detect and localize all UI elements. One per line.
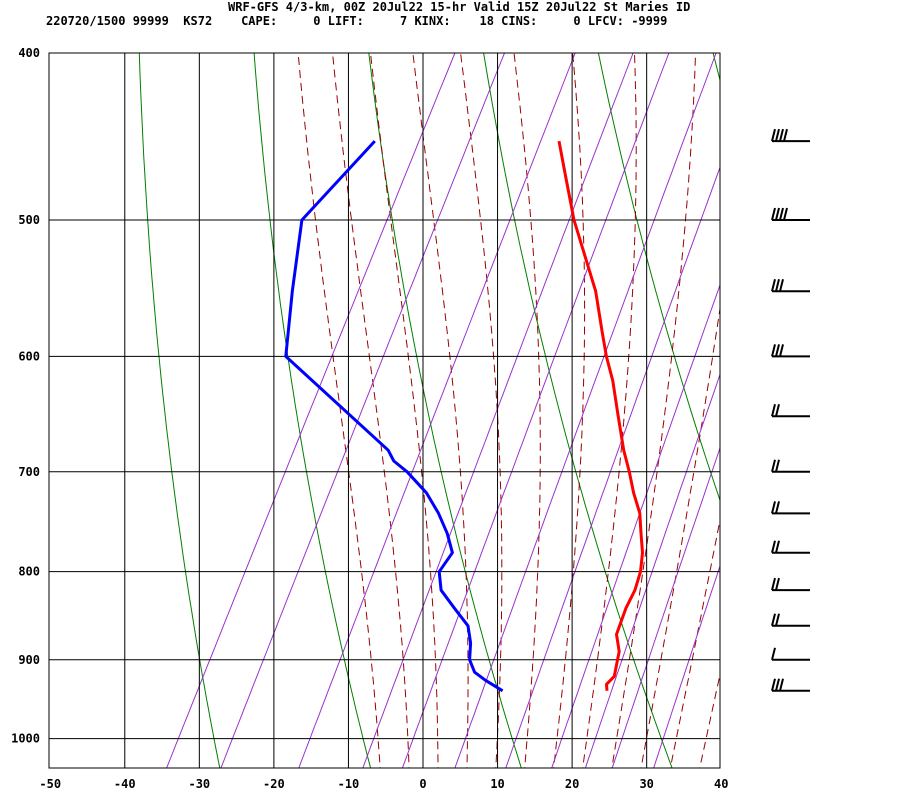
wind-barb-flag: [771, 279, 776, 292]
pressure-tick-label: 1000: [11, 732, 40, 746]
temperature-tick-label: 40: [714, 777, 728, 791]
wind-barb: [771, 279, 810, 293]
wind-barb-flag: [779, 678, 784, 691]
wind-barb-flag: [783, 128, 788, 142]
temperature-tick-label: -10: [338, 777, 360, 791]
temperature-tick-label: 20: [565, 777, 579, 791]
wind-barb: [771, 207, 810, 221]
temperature-tick-label: -20: [263, 777, 285, 791]
wind-barbs: [771, 128, 810, 692]
temperature-tick-label: 30: [639, 777, 653, 791]
plot-frame: [48, 52, 721, 769]
wind-barb-flag: [775, 128, 780, 142]
chart-stats: 220720/1500 99999 KS72 CAPE: 0 LIFT: 7 K…: [46, 14, 668, 28]
dry-adiabat: [712, 53, 720, 82]
temperature-tick-label: -30: [188, 777, 210, 791]
pressure-labels: 400 500 600 700 800 900 1000: [11, 46, 40, 746]
moist-adiabat: [553, 53, 586, 768]
moist-adiabat: [297, 53, 381, 768]
moist-adiabat: [332, 53, 410, 768]
wind-barb: [771, 647, 810, 661]
wind-barb-flag: [771, 613, 776, 627]
pressure-tick-label: 900: [18, 653, 40, 667]
pressure-tick-label: 800: [18, 565, 40, 579]
mixing-ratio-line: [505, 165, 720, 768]
moist-adiabat: [582, 53, 637, 768]
temperature-tick-label: 10: [490, 777, 504, 791]
wind-barb-flag: [779, 279, 784, 292]
wind-barb-flag: [771, 678, 776, 691]
wind-barb-flag: [775, 501, 780, 514]
dry-adiabat: [597, 53, 720, 502]
moist-adiabat: [460, 53, 503, 768]
moist-adiabat: [699, 672, 720, 768]
wind-barb-flag: [771, 647, 776, 661]
mixing-ratio-line: [166, 53, 456, 768]
wind-barb-flag: [779, 344, 784, 357]
mixing-ratio-line: [551, 283, 720, 768]
pressure-tick-label: 500: [18, 213, 40, 227]
isotherm-grid: [49, 52, 720, 768]
wind-barb: [771, 501, 810, 515]
sounding-line: [284, 140, 504, 693]
wind-barb-flag: [775, 344, 780, 357]
pressure-tick-label: 600: [18, 349, 40, 363]
sounding-line: [557, 140, 644, 691]
wind-barb: [771, 128, 810, 143]
wind-barb-flag: [775, 404, 780, 417]
wind-barb: [771, 459, 810, 473]
wind-barb-flag: [771, 501, 776, 514]
moist-adiabat: [669, 517, 720, 768]
moist-adiabat: [640, 305, 720, 768]
dry-adiabat: [822, 34, 900, 775]
temperature-tick-label: 0: [419, 777, 426, 791]
dry-adiabat: [483, 53, 673, 768]
wind-barb: [771, 540, 810, 554]
wind-barb-flag: [779, 207, 784, 221]
temperature-tick-label: -50: [39, 777, 61, 791]
moist-adiabat: [370, 53, 439, 768]
wind-barb-flag: [771, 540, 776, 553]
wind-barb-flag: [775, 207, 780, 221]
wind-barb-flag: [775, 540, 780, 553]
wind-barb-flag: [775, 577, 780, 591]
wind-barb-flag: [775, 279, 780, 292]
wind-barb: [771, 344, 810, 358]
temperature-labels: -50 -40 -30 -20 -10 0 10 20 30 40: [39, 777, 728, 791]
wind-barb: [771, 613, 810, 627]
temperature-tick-label: -40: [114, 777, 136, 791]
moist-adiabat: [611, 53, 697, 768]
mixing-ratio-line: [584, 373, 720, 768]
pressure-tick-label: 400: [18, 46, 40, 60]
wind-barb-flag: [779, 128, 784, 142]
wind-barb-flag: [771, 128, 776, 142]
wind-barb-flag: [771, 459, 776, 472]
sounding-profiles: [284, 140, 644, 693]
wind-barb: [771, 678, 810, 692]
wind-barb-flag: [775, 678, 780, 691]
wind-barb: [771, 577, 810, 592]
mixing-ratio-line: [611, 446, 720, 768]
chart-title: WRF-GFS 4/3-km, 00Z 20Jul22 15-hr Valid …: [228, 0, 691, 14]
mixing-ratio-line: [653, 564, 720, 768]
moist-adiabat: [513, 53, 541, 768]
wind-barb: [771, 404, 810, 418]
wind-barb-flag: [775, 459, 780, 472]
wind-barb-flag: [775, 613, 780, 627]
pressure-tick-label: 700: [18, 465, 40, 479]
wind-barb-flag: [771, 404, 776, 417]
wind-barb-flag: [783, 207, 788, 221]
background-lines: [138, 34, 900, 775]
moist-adiabat: [412, 53, 469, 768]
wind-barb-flag: [771, 344, 776, 357]
wind-barb-flag: [771, 207, 776, 221]
dry-adiabat: [138, 53, 221, 768]
wind-barb-flag: [771, 577, 776, 591]
